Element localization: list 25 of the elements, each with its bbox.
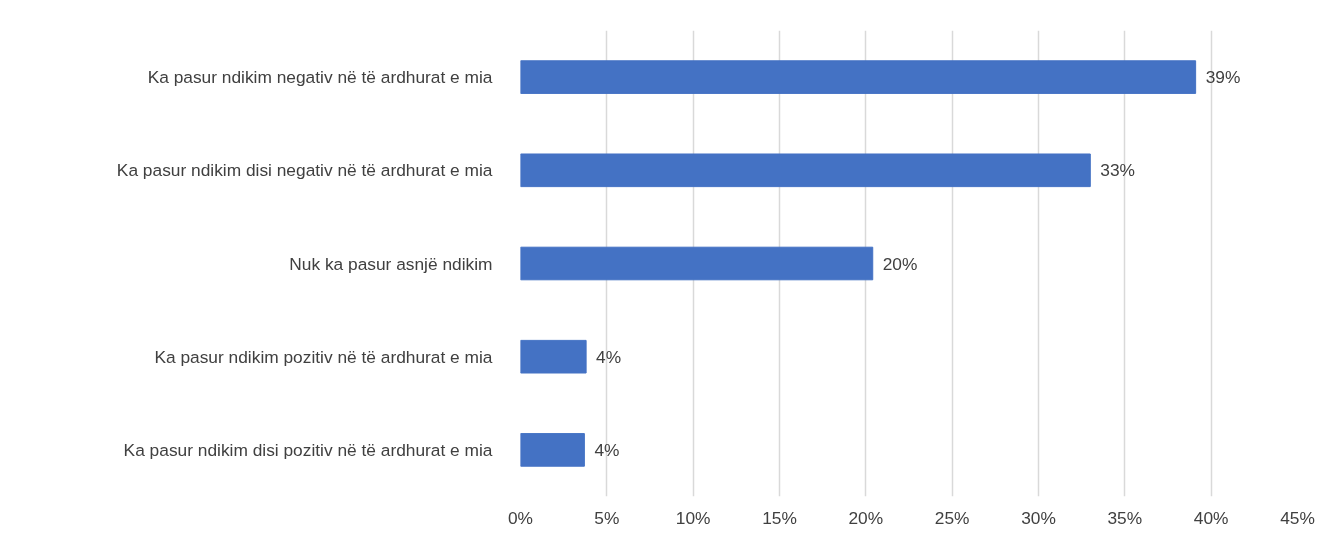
x-tick-label: 5% — [594, 507, 620, 528]
data-label: 20% — [882, 253, 918, 274]
data-label: 39% — [1205, 67, 1241, 88]
data-label: 33% — [1100, 160, 1135, 181]
x-tick-label: 25% — [934, 507, 970, 528]
y-tick-label: Ka pasur ndikim disi negativ në të ardhurat e mia — [116, 160, 493, 181]
y-tick-label: Ka pasur ndikim disi pozitiv në të ardhurat e mia — [123, 439, 493, 460]
bar — [520, 153, 1091, 188]
data-label: 4% — [594, 439, 620, 460]
data-label: 4% — [596, 346, 622, 367]
x-tick-label: 30% — [1021, 507, 1056, 528]
x-tick-label: 10% — [675, 507, 711, 528]
x-tick-label: 40% — [1193, 507, 1229, 528]
bar — [520, 60, 1197, 94]
y-tick-label: Nuk ka pasur asnjë ndikim — [289, 253, 493, 274]
x-tick-label: 35% — [1107, 507, 1143, 528]
x-tick-label: 0% — [507, 507, 534, 528]
x-tick-label: 20% — [848, 507, 884, 528]
bar — [520, 246, 874, 281]
y-tick-label: Ka pasur ndikim pozitiv në të ardhurat e mia — [154, 346, 493, 367]
bar — [520, 433, 585, 467]
y-tick-label: Ka pasur ndikim negativ në të ardhurat e mia — [147, 67, 493, 88]
x-tick-label: 45% — [1280, 507, 1315, 528]
x-tick-label: 15% — [762, 507, 797, 528]
bar — [520, 339, 587, 374]
